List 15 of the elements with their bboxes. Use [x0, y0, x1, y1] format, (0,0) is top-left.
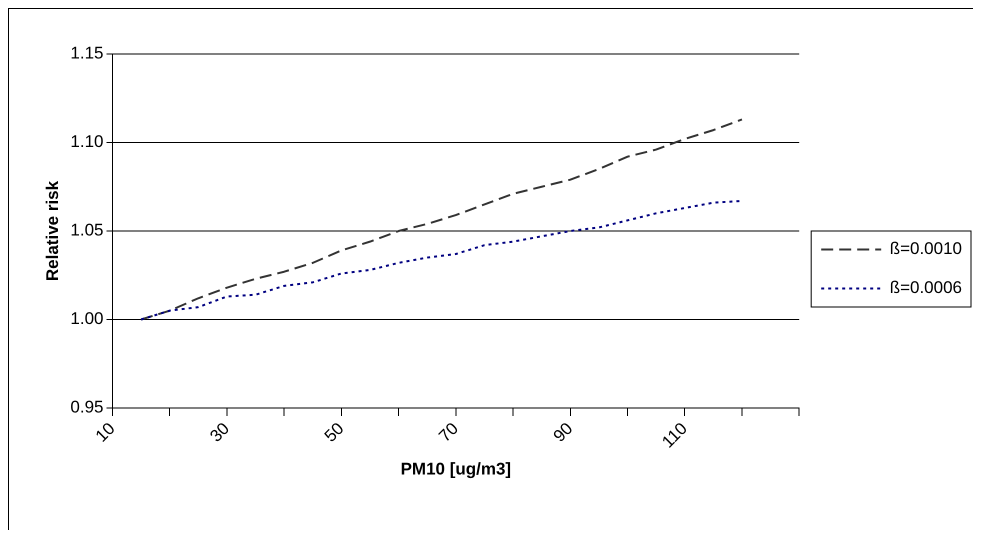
x-tick-label: 70	[435, 418, 462, 446]
x-tick-label: 110	[658, 418, 691, 452]
y-tick-label: 0.95	[70, 398, 104, 417]
x-tick-label: 50	[320, 418, 348, 446]
legend-label: ß=0.0006	[890, 278, 962, 298]
x-axis-title: PM10 [ug/m3]	[400, 459, 512, 478]
x-tick-label: 90	[550, 418, 576, 446]
y-tick-label: 1.10	[70, 132, 104, 152]
y-tick-label: 1.00	[70, 309, 104, 328]
x-tick-label: 10	[92, 418, 119, 446]
y-tick-label: 1.05	[70, 220, 104, 240]
x-tick-label: 30	[206, 418, 234, 446]
y-axis-title: Relative risk	[42, 180, 62, 282]
y-tick-label: 1.15	[70, 44, 104, 63]
legend-label: ß=0.0010	[890, 239, 962, 258]
